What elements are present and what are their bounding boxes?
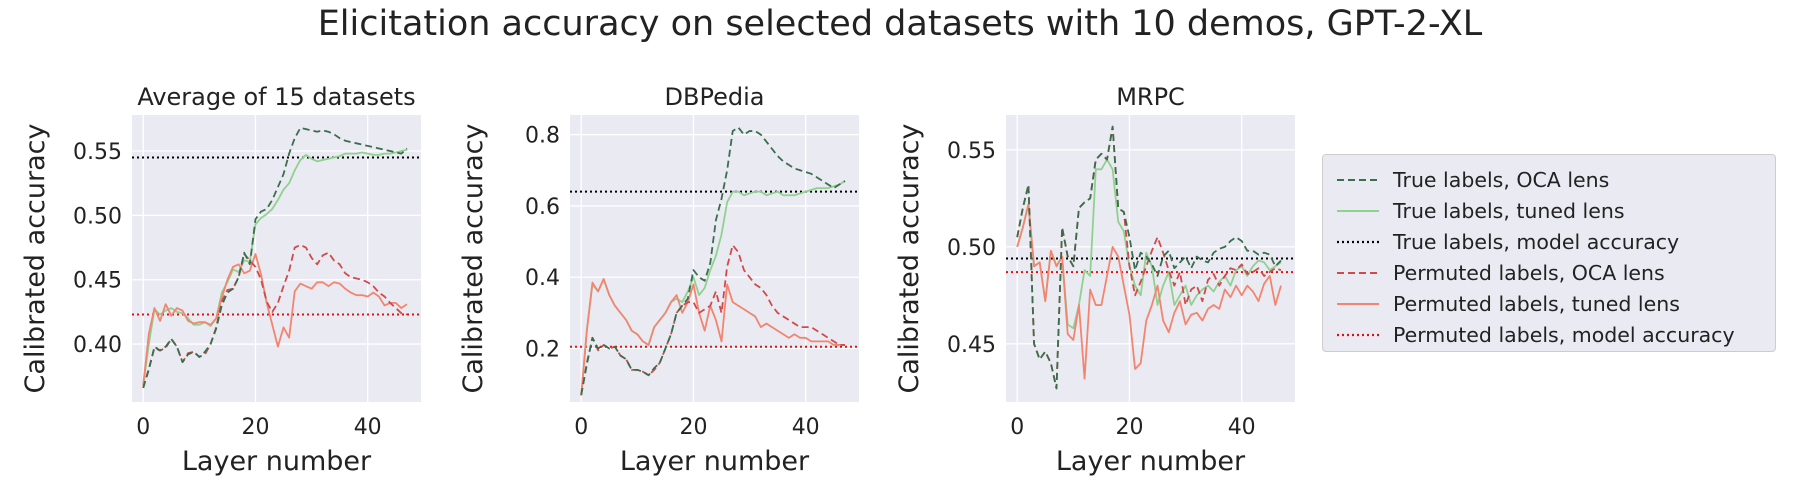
series-line-perm-tuned	[580, 278, 845, 396]
x-tick-label: 20	[679, 415, 707, 440]
panel-2: 0 20 40 0.2 0.4 0.6 0.8 DBPedia Layer number Cali…	[458, 83, 859, 477]
series-line-true-oca	[142, 126, 408, 389]
legend-swatch	[1337, 303, 1379, 305]
y-tick-label: 0.45	[947, 333, 996, 358]
legend-label: Permuted labels, OCA lens	[1393, 261, 1665, 285]
legend-swatch	[1337, 210, 1379, 212]
x-tick-label: 0	[574, 415, 588, 440]
series-line-true-oca	[580, 126, 846, 396]
y-axis-label: Calibrated accuracy	[894, 124, 925, 394]
y-tick-label: 0.50	[947, 236, 996, 261]
panel-title: DBPedia	[665, 83, 765, 111]
y-axis-label: Calibrated accuracy	[20, 124, 51, 394]
legend-swatch	[1337, 240, 1379, 244]
legend-label: Permuted labels, model accuracy	[1393, 323, 1735, 347]
legend-swatch	[1337, 179, 1379, 181]
x-axis-label: Layer number	[1056, 446, 1246, 477]
series-line-true-oca	[1016, 125, 1282, 390]
figure-title: Elicitation accuracy on selected dataset…	[317, 4, 1483, 44]
y-tick-label: 0.2	[525, 338, 560, 363]
x-axis-label: Layer number	[620, 446, 810, 477]
y-tick-label: 0.45	[73, 269, 122, 294]
legend-swatch	[1337, 333, 1379, 337]
legend: True labels, OCA lens True labels, tuned …	[1322, 154, 1776, 352]
y-axis-label: Calibrated accuracy	[458, 124, 489, 394]
y-tick-label: 0.50	[73, 204, 122, 229]
legend-label: True labels, OCA lens	[1393, 168, 1610, 192]
panel-3: 0 20 40 0.45 0.50 0.55 MRPC Layer number Calibra…	[894, 83, 1295, 477]
y-tick-label: 0.4	[525, 266, 560, 291]
legend-swatch	[1337, 272, 1379, 274]
panel-title: Average of 15 datasets	[137, 83, 415, 111]
legend-label: True labels, tuned lens	[1393, 199, 1625, 223]
legend-label: Permuted labels, tuned lens	[1393, 292, 1680, 316]
x-axis-label: Layer number	[182, 446, 372, 477]
x-tick-label: 20	[241, 415, 269, 440]
y-tick-label: 0.40	[73, 333, 122, 358]
legend-item-true-oca: True labels, OCA lens	[1323, 165, 1775, 195]
data-layer	[1006, 125, 1295, 390]
y-tick-label: 0.8	[525, 124, 560, 149]
y-tick-label: 0.55	[947, 139, 996, 164]
series-line-perm-tuned	[142, 253, 408, 386]
x-tick-label: 0	[136, 415, 150, 440]
legend-item-perm-tuned: Permuted labels, tuned lens	[1323, 289, 1775, 319]
data-layer	[570, 126, 859, 396]
legend-label: True labels, model accuracy	[1393, 230, 1680, 254]
data-layer	[132, 126, 421, 389]
panel-1: 0 20 40 0.40 0.45 0.50 0.55 Average of 15 datas…	[20, 83, 421, 477]
x-tick-label: 40	[354, 415, 382, 440]
y-tick-label: 0.6	[525, 195, 560, 220]
x-tick-label: 40	[792, 415, 820, 440]
legend-item-perm-model: Permuted labels, model accuracy	[1323, 320, 1775, 350]
x-tick-label: 20	[1115, 415, 1143, 440]
legend-item-perm-oca: Permuted labels, OCA lens	[1323, 258, 1775, 288]
x-tick-label: 40	[1228, 415, 1256, 440]
x-tick-label: 0	[1010, 415, 1024, 440]
legend-item-true-tuned: True labels, tuned lens	[1323, 196, 1775, 226]
legend-item-true-model: True labels, model accuracy	[1323, 227, 1775, 257]
y-tick-label: 0.55	[73, 140, 122, 165]
panel-title: MRPC	[1116, 83, 1185, 111]
